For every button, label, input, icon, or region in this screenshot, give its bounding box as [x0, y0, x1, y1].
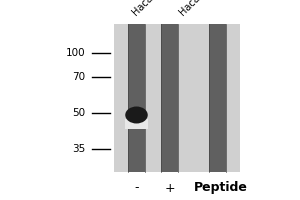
Bar	[209, 24, 226, 172]
Text: 70: 70	[72, 72, 86, 82]
Text: Peptide: Peptide	[194, 182, 247, 194]
Text: Hacat: Hacat	[130, 0, 158, 17]
Text: -: -	[134, 182, 139, 194]
Bar	[114, 24, 240, 172]
Ellipse shape	[125, 106, 148, 123]
Bar	[125, 119, 148, 129]
Text: Hacat: Hacat	[177, 0, 204, 17]
Text: 50: 50	[72, 108, 86, 118]
Bar	[161, 24, 178, 172]
Bar	[128, 24, 145, 172]
Text: 100: 100	[66, 48, 86, 58]
Text: 35: 35	[72, 144, 86, 154]
Text: +: +	[164, 182, 175, 194]
